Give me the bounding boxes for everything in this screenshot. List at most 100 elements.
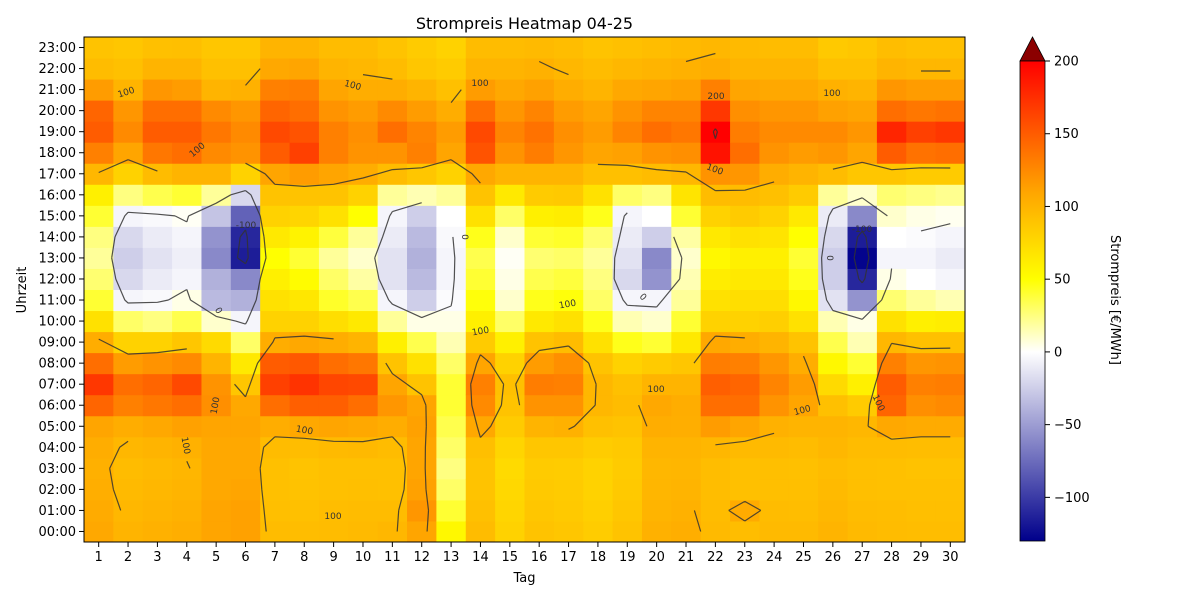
heatmap-cell	[377, 289, 408, 312]
heatmap-cell	[700, 436, 731, 459]
heatmap-cell	[553, 163, 584, 185]
heatmap-cell	[84, 520, 114, 543]
heatmap-cell	[583, 457, 614, 480]
heatmap-cell	[818, 394, 849, 417]
heatmap-cell	[524, 121, 555, 143]
heatmap-cell	[935, 163, 966, 185]
heatmap-cell	[142, 226, 173, 248]
heatmap-cell	[906, 142, 937, 164]
heatmap-cell	[583, 289, 614, 312]
heatmap-cell	[671, 373, 702, 396]
heatmap-cell	[788, 100, 819, 122]
heatmap-cell	[730, 394, 760, 417]
heatmap-cell	[289, 457, 320, 480]
heatmap-cell	[172, 121, 202, 143]
contour-label: 100	[295, 425, 314, 438]
heatmap-cell	[612, 163, 643, 185]
heatmap-cell	[641, 58, 672, 80]
heatmap-cell	[612, 37, 643, 59]
heatmap-cell	[172, 478, 202, 501]
heatmap-cell	[407, 37, 437, 59]
heatmap-cell	[260, 499, 291, 522]
heatmap-cell	[318, 142, 349, 164]
heatmap-cell	[172, 247, 202, 269]
heatmap-cell	[495, 289, 525, 312]
heatmap-cell	[553, 436, 584, 459]
heatmap-cell	[377, 142, 408, 164]
heatmap-cell	[230, 478, 261, 501]
heatmap-cell	[524, 331, 555, 354]
heatmap-cell	[113, 394, 144, 417]
heatmap-cell	[730, 100, 760, 122]
heatmap-cell	[142, 394, 173, 417]
heatmap-cell	[318, 100, 349, 122]
heatmap-cell	[583, 226, 614, 248]
heatmap-cell	[788, 121, 819, 143]
heatmap-cell	[847, 226, 878, 248]
heatmap-cell	[759, 226, 790, 248]
heatmap-cell	[348, 226, 379, 248]
heatmap-cell	[465, 457, 496, 480]
x-tick-label: 23	[736, 550, 753, 565]
heatmap-cell	[524, 163, 555, 185]
heatmap-cell	[495, 205, 525, 227]
heatmap-cell	[759, 58, 790, 80]
heatmap-cell	[788, 352, 819, 375]
heatmap-cell	[230, 457, 261, 480]
heatmap-cell	[671, 163, 702, 185]
heatmap-cell	[260, 79, 291, 101]
heatmap-cell	[730, 352, 760, 375]
heatmap-cell	[407, 352, 437, 375]
heatmap-cell	[583, 268, 614, 290]
contour-label: 0	[459, 234, 469, 240]
heatmap-cell	[465, 163, 496, 185]
heatmap-cell	[524, 79, 555, 101]
x-tick-label: 4	[183, 550, 191, 565]
heatmap-cell	[407, 478, 437, 501]
contour-label: 100	[471, 326, 490, 339]
heatmap-cell	[788, 310, 819, 333]
heatmap-cell	[759, 310, 790, 333]
heatmap-cell	[465, 394, 496, 417]
heatmap-cell	[612, 331, 643, 354]
heatmap-cell	[201, 436, 232, 459]
heatmap-cell	[612, 121, 643, 143]
heatmap-cell	[818, 415, 849, 438]
heatmap-cell	[935, 37, 966, 59]
heatmap-cell	[289, 394, 320, 417]
heatmap-cell	[172, 100, 202, 122]
heatmap-cell	[348, 100, 379, 122]
heatmap-cell	[876, 520, 907, 543]
heatmap-cell	[260, 352, 291, 375]
heatmap-cell	[818, 289, 849, 312]
heatmap-cell	[818, 226, 849, 248]
heatmap-cell	[495, 499, 525, 522]
heatmap-cell	[671, 100, 702, 122]
heatmap-cell	[289, 436, 320, 459]
heatmap-cell	[465, 289, 496, 312]
y-tick-label: 05:00	[39, 420, 76, 435]
y-tick-label: 04:00	[39, 441, 76, 456]
heatmap-cell	[318, 79, 349, 101]
y-tick-label: 19:00	[39, 125, 76, 140]
heatmap-cell	[289, 163, 320, 185]
heatmap-cell	[172, 205, 202, 227]
heatmap-cell	[113, 373, 144, 396]
heatmap-cell	[906, 520, 937, 543]
heatmap-cell	[465, 58, 496, 80]
heatmap-cell	[260, 394, 291, 417]
heatmap-cell	[553, 226, 584, 248]
heatmap-cell	[142, 163, 173, 185]
heatmap-cell	[700, 415, 731, 438]
heatmap-cell	[436, 100, 467, 122]
heatmap-cell	[260, 100, 291, 122]
contour-label: 0	[824, 255, 834, 261]
heatmap-cell	[700, 37, 731, 59]
heatmap-cell	[906, 226, 937, 248]
y-tick-label: 00:00	[39, 525, 76, 540]
heatmap-cell	[201, 289, 232, 312]
heatmap-cell	[847, 352, 878, 375]
heatmap-cell	[818, 184, 849, 206]
heatmap-cell	[407, 436, 437, 459]
heatmap-cell	[906, 205, 937, 227]
